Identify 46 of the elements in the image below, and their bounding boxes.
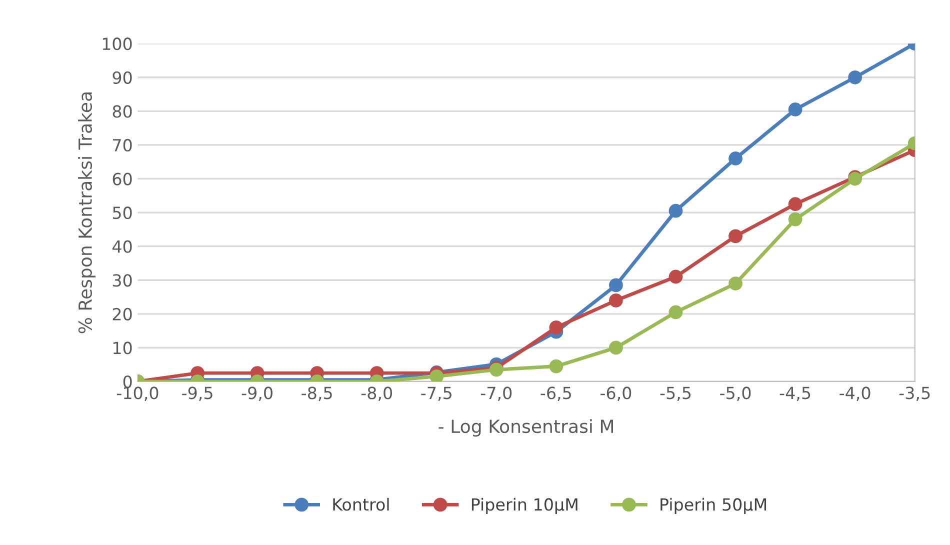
x-tick-label: -9,0 bbox=[242, 386, 272, 401]
point bbox=[848, 70, 862, 84]
point bbox=[668, 270, 683, 284]
point bbox=[549, 320, 564, 334]
y-tick-label: 80 bbox=[112, 105, 132, 118]
x-tick-label: -4,0 bbox=[840, 386, 870, 401]
legend-label: Kontrol bbox=[333, 498, 389, 511]
point bbox=[609, 340, 623, 355]
y-tick-label: 100 bbox=[102, 38, 132, 50]
y-tick-label: 20 bbox=[112, 308, 132, 320]
x-tick-label: -10,0 bbox=[117, 386, 158, 401]
point bbox=[668, 305, 683, 320]
y-tick-label: 30 bbox=[112, 274, 132, 287]
x-tick-label: -9,5 bbox=[182, 386, 212, 401]
y-tick-label: 60 bbox=[112, 172, 132, 186]
point bbox=[728, 152, 742, 166]
point bbox=[788, 102, 802, 116]
point bbox=[728, 276, 742, 290]
y-tick-label: 90 bbox=[112, 71, 132, 84]
x-tick-label: -8,5 bbox=[302, 386, 332, 401]
y-tick-label: 70 bbox=[113, 138, 132, 152]
point bbox=[609, 278, 623, 292]
y-tick-label: 0 bbox=[123, 375, 132, 388]
x-tick-label: -5,5 bbox=[660, 386, 691, 401]
point bbox=[728, 229, 742, 244]
y-tick-label: 10 bbox=[114, 342, 132, 354]
legend-label: Piperin 50µM bbox=[660, 498, 766, 514]
y-tick-label: 40 bbox=[112, 240, 132, 253]
x-tick-label: -8,0 bbox=[361, 386, 392, 401]
x-axis-title: - Log Konsentrasi M bbox=[438, 419, 614, 437]
y-axis-title: % Respon Kontraksi Trakea bbox=[78, 92, 96, 334]
x-tick-label: -5,0 bbox=[720, 386, 751, 401]
legend-label: Piperin 10µM bbox=[472, 498, 578, 514]
point bbox=[788, 212, 802, 226]
x-tick-label: -7,5 bbox=[421, 386, 452, 401]
x-tick-label: -4,5 bbox=[780, 386, 810, 401]
y-tick-label: 50 bbox=[112, 206, 132, 220]
x-tick-label: -7,0 bbox=[480, 386, 512, 401]
x-tick-label: -6,5 bbox=[540, 386, 571, 401]
point bbox=[549, 359, 564, 374]
point bbox=[668, 204, 683, 218]
x-tick-label: -3,5 bbox=[899, 386, 930, 401]
x-tick-label: -6,0 bbox=[600, 386, 632, 401]
point bbox=[430, 369, 444, 382]
point bbox=[788, 197, 802, 212]
point bbox=[609, 293, 623, 308]
